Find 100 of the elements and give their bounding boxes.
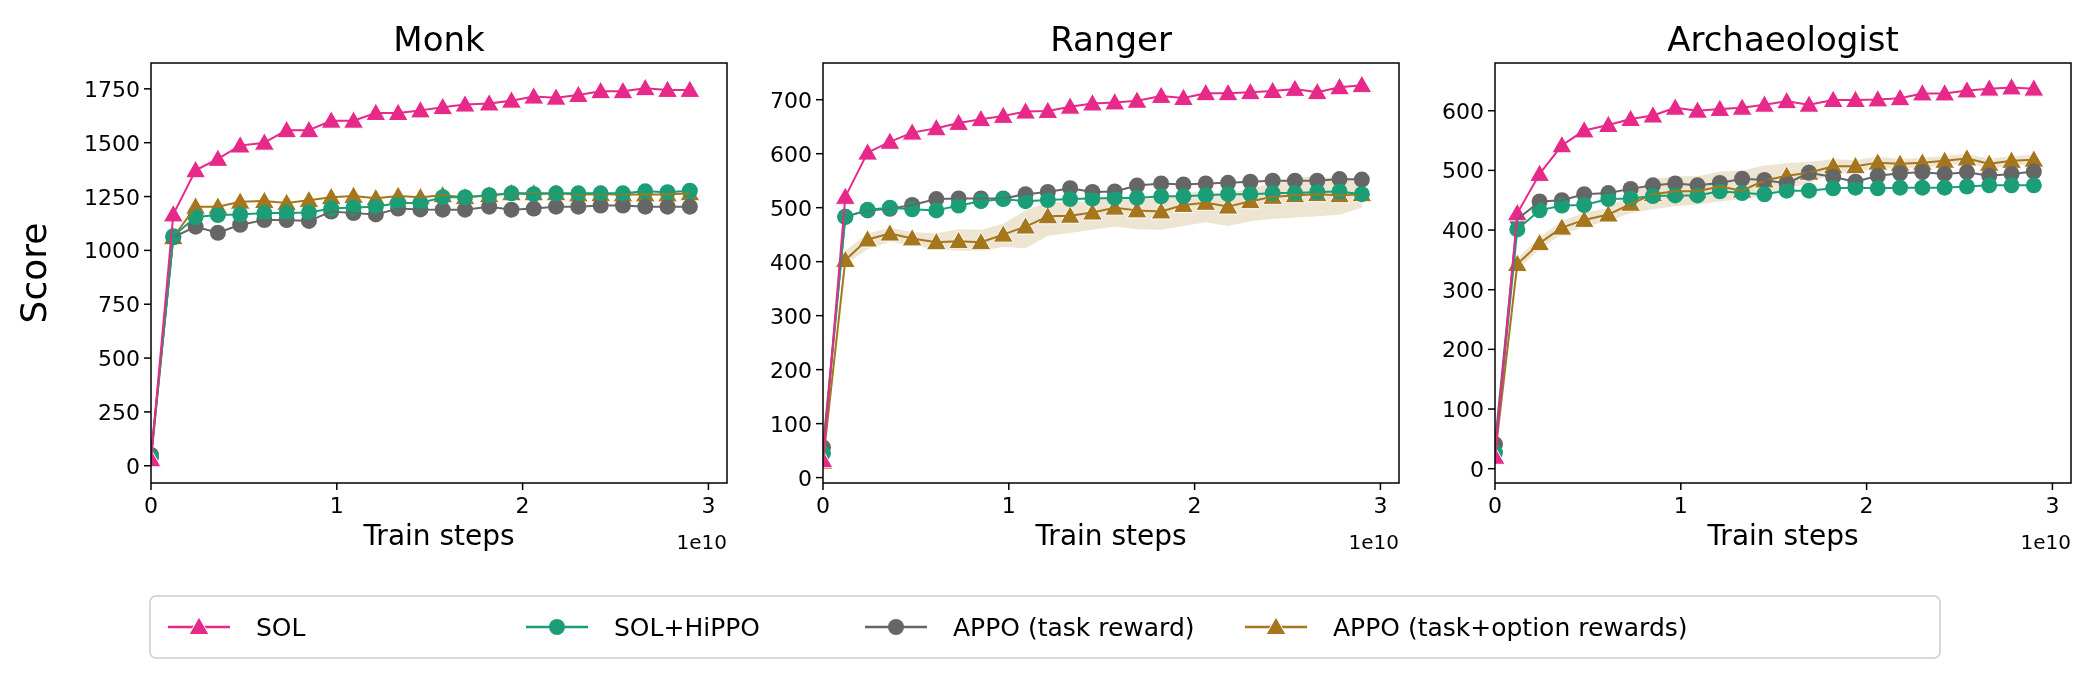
x-tick-label: 0 bbox=[144, 493, 158, 518]
y-tick-label: 500 bbox=[98, 346, 140, 372]
y-tick-label: 300 bbox=[770, 303, 812, 329]
point bbox=[1284, 78, 1306, 97]
point bbox=[432, 96, 454, 116]
point bbox=[948, 112, 970, 131]
point bbox=[478, 92, 500, 112]
point bbox=[2025, 177, 2042, 194]
point bbox=[1306, 81, 1328, 101]
y-tick-label: 600 bbox=[770, 141, 812, 167]
point bbox=[857, 229, 879, 248]
point bbox=[207, 148, 229, 167]
x-axis-title: Train steps bbox=[1034, 519, 1187, 552]
point bbox=[1015, 101, 1037, 120]
point bbox=[2023, 78, 2045, 97]
x-tick-label: 2 bbox=[1187, 493, 1202, 518]
y-tick-label: 700 bbox=[770, 87, 812, 113]
point bbox=[992, 105, 1014, 124]
y-axis-title: Score bbox=[13, 222, 54, 324]
y-tick-label: 1500 bbox=[84, 130, 140, 156]
point bbox=[1867, 88, 1889, 108]
y-tick-label: 250 bbox=[98, 399, 140, 425]
point bbox=[1620, 108, 1642, 128]
point bbox=[1104, 91, 1126, 111]
y-tick-label: 1750 bbox=[84, 76, 140, 102]
y-tick-label: 1000 bbox=[84, 238, 140, 264]
point bbox=[834, 186, 856, 205]
point bbox=[1934, 82, 1956, 102]
point bbox=[948, 230, 970, 250]
chart-title: Ranger bbox=[1050, 19, 1172, 59]
y-tick-label: 1250 bbox=[84, 184, 140, 210]
y-tick-label: 200 bbox=[1442, 337, 1484, 363]
y-tick-label: 0 bbox=[1470, 456, 1484, 482]
point bbox=[1172, 87, 1194, 107]
point bbox=[343, 110, 365, 129]
point bbox=[1150, 85, 1172, 104]
point bbox=[320, 110, 342, 129]
point bbox=[901, 122, 923, 141]
point bbox=[2001, 76, 2023, 96]
legend-label: APPO (task reward) bbox=[953, 613, 1195, 642]
chart-title: Monk bbox=[393, 19, 485, 59]
legend-label: APPO (task+option rewards) bbox=[1333, 613, 1688, 642]
point bbox=[1351, 74, 1373, 94]
point bbox=[567, 84, 589, 104]
point bbox=[1911, 82, 1933, 102]
point bbox=[970, 108, 992, 128]
x-tick-label: 0 bbox=[1488, 493, 1502, 518]
y-tick-label: 750 bbox=[98, 292, 140, 318]
y-tick-label: 600 bbox=[1442, 98, 1484, 124]
point bbox=[1059, 96, 1081, 115]
point bbox=[1731, 97, 1753, 116]
point bbox=[162, 203, 184, 223]
point bbox=[992, 224, 1014, 243]
point bbox=[1956, 79, 1978, 99]
x-axis-title: Train steps bbox=[362, 519, 515, 552]
point bbox=[1687, 100, 1709, 119]
text: 1e10 bbox=[676, 530, 727, 554]
x-tick-label: 3 bbox=[701, 493, 716, 518]
point bbox=[1844, 89, 1866, 108]
point bbox=[298, 119, 320, 139]
point bbox=[1573, 119, 1595, 139]
point bbox=[1844, 155, 1866, 175]
point bbox=[1262, 80, 1284, 100]
point bbox=[1753, 94, 1775, 113]
y-tick-label: 0 bbox=[126, 453, 140, 479]
chart-title: Archaeologist bbox=[1667, 19, 1899, 59]
x-tick-label: 2 bbox=[1859, 493, 1874, 518]
point bbox=[679, 79, 701, 98]
y-tick-label: 200 bbox=[770, 357, 812, 383]
point bbox=[253, 132, 275, 151]
point bbox=[1664, 97, 1686, 116]
point bbox=[454, 94, 476, 113]
point bbox=[1059, 205, 1081, 224]
y-tick-label: 0 bbox=[798, 465, 812, 491]
y-tick-label: 500 bbox=[1442, 158, 1484, 184]
y-tick-label: 400 bbox=[1442, 218, 1484, 244]
x-tick-label: 1 bbox=[1001, 493, 1016, 518]
point bbox=[657, 79, 679, 98]
point bbox=[1978, 78, 2000, 97]
point bbox=[500, 90, 522, 109]
x-tick-label: 1 bbox=[329, 493, 344, 518]
point bbox=[970, 231, 992, 251]
point bbox=[1126, 90, 1148, 109]
y-tick-label: 300 bbox=[1442, 277, 1484, 303]
y-tick-label: 100 bbox=[770, 411, 812, 437]
legend-label: SOL+HiPPO bbox=[614, 613, 760, 642]
text: 1e10 bbox=[2020, 530, 2071, 554]
x-tick-label: 2 bbox=[515, 493, 530, 518]
y-tick-label: 500 bbox=[770, 195, 812, 221]
legend-label: SOL bbox=[256, 613, 306, 642]
point bbox=[857, 142, 879, 161]
y-tick-label: 400 bbox=[770, 249, 812, 275]
point bbox=[1037, 100, 1059, 120]
x-tick-label: 3 bbox=[2045, 493, 2060, 518]
point bbox=[901, 227, 923, 247]
text: 1e10 bbox=[1348, 530, 1399, 554]
point bbox=[1015, 216, 1037, 235]
point bbox=[409, 99, 431, 119]
point bbox=[879, 223, 901, 242]
point bbox=[1239, 81, 1261, 101]
